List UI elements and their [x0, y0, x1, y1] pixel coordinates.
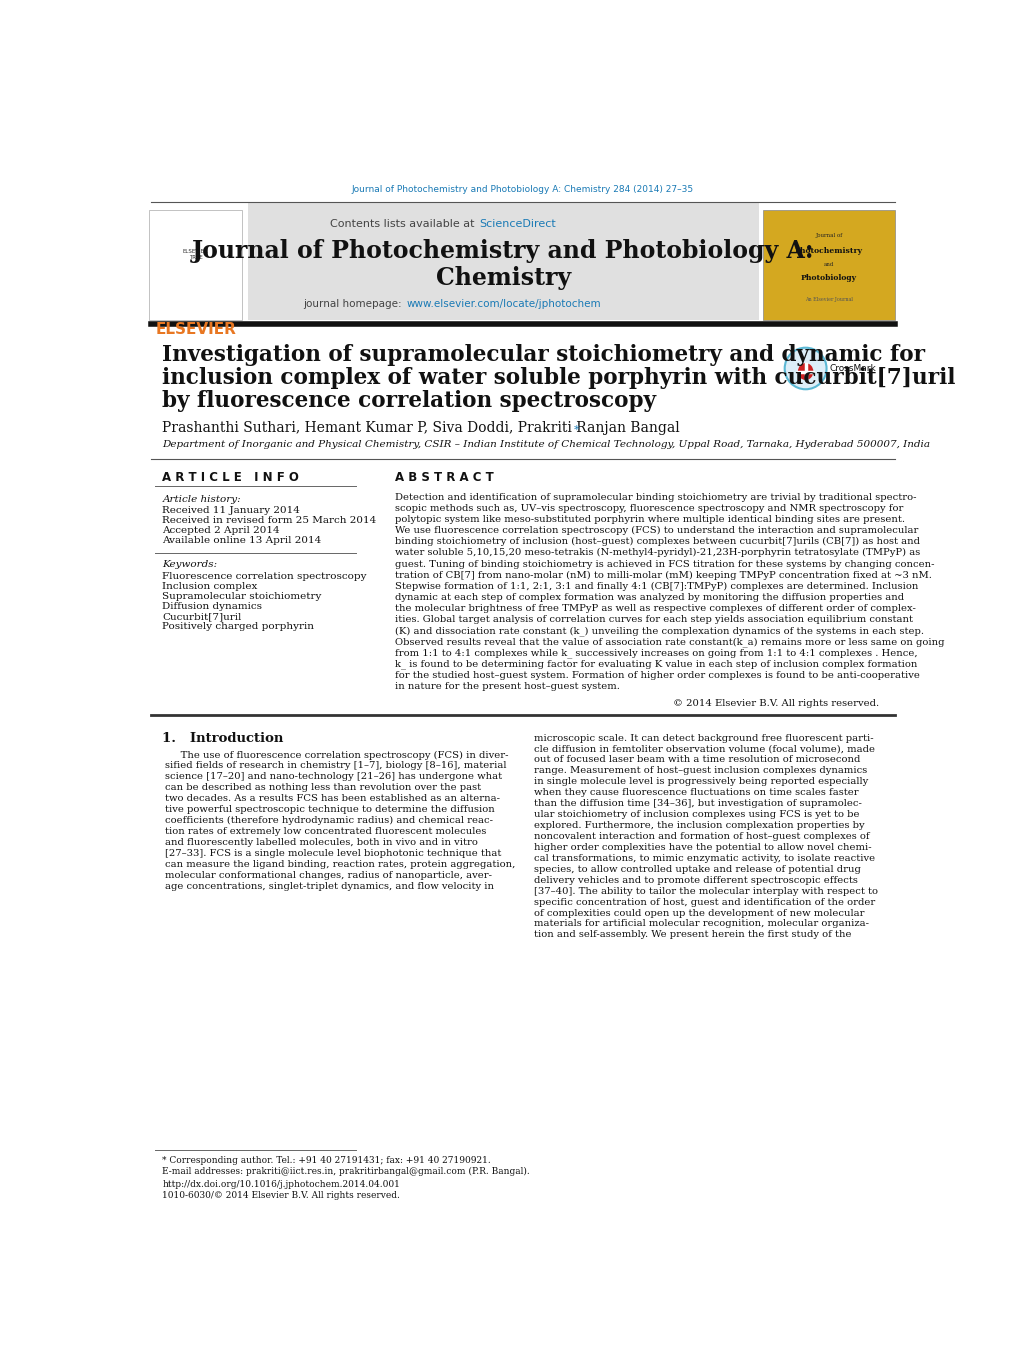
- Text: can measure the ligand binding, reaction rates, protein aggregation,: can measure the ligand binding, reaction…: [164, 859, 515, 869]
- Text: coefficients (therefore hydrodynamic radius) and chemical reac-: coefficients (therefore hydrodynamic rad…: [164, 816, 492, 825]
- Text: Photobiology: Photobiology: [800, 274, 856, 281]
- Text: polytopic system like meso-substituted porphyrin where multiple identical bindin: polytopic system like meso-substituted p…: [394, 515, 904, 524]
- Text: Department of Inorganic and Physical Chemistry, CSIR – Indian Institute of Chemi: Department of Inorganic and Physical Che…: [162, 440, 929, 450]
- Text: [27–33]. FCS is a single molecule level biophotonic technique that: [27–33]. FCS is a single molecule level …: [164, 848, 500, 858]
- Text: science [17–20] and nano-technology [21–26] has undergone what: science [17–20] and nano-technology [21–…: [164, 773, 501, 781]
- Text: 1010-6030/© 2014 Elsevier B.V. All rights reserved.: 1010-6030/© 2014 Elsevier B.V. All right…: [162, 1192, 399, 1200]
- Text: inclusion complex of water soluble porphyrin with cucurbit[7]uril: inclusion complex of water soluble porph…: [162, 366, 955, 389]
- Text: ular stoichiometry of inclusion complexes using FCS is yet to be: ular stoichiometry of inclusion complexe…: [534, 811, 859, 819]
- Text: Cucurbit[7]uril: Cucurbit[7]uril: [162, 612, 242, 621]
- Text: Investigation of supramolecular stoichiometry and dynamic for: Investigation of supramolecular stoichio…: [162, 343, 924, 366]
- Text: water soluble 5,10,15,20 meso-tetrakis (N-methyl4-pyridyl)-21,23H-porphyrin tetr: water soluble 5,10,15,20 meso-tetrakis (…: [394, 549, 919, 558]
- Text: www.elsevier.com/locate/jphotochem: www.elsevier.com/locate/jphotochem: [407, 299, 600, 309]
- Text: explored. Furthermore, the inclusion complexation properties by: explored. Furthermore, the inclusion com…: [534, 821, 864, 830]
- Text: and: and: [823, 262, 834, 267]
- Text: http://dx.doi.org/10.1016/j.jphotochem.2014.04.001: http://dx.doi.org/10.1016/j.jphotochem.2…: [162, 1181, 399, 1189]
- Text: ities. Global target analysis of correlation curves for each step yields associa: ities. Global target analysis of correla…: [394, 616, 912, 624]
- Text: A B S T R A C T: A B S T R A C T: [394, 471, 493, 484]
- Text: Journal of Photochemistry and Photobiology A:: Journal of Photochemistry and Photobiolo…: [192, 239, 814, 262]
- Text: Stepwise formation of 1:1, 2:1, 3:1 and finally 4:1 (CB[7]:TMPyP) complexes are : Stepwise formation of 1:1, 2:1, 3:1 and …: [394, 582, 917, 590]
- Text: *: *: [574, 424, 579, 435]
- Circle shape: [784, 347, 825, 389]
- Text: Received 11 January 2014: Received 11 January 2014: [162, 507, 300, 516]
- Text: Article history:: Article history:: [162, 494, 240, 504]
- Text: Keywords:: Keywords:: [162, 561, 217, 569]
- Text: (K) and dissociation rate constant (k_) unveiling the complexation dynamics of t: (K) and dissociation rate constant (k_) …: [394, 626, 923, 636]
- Bar: [762, 209, 894, 320]
- Text: materials for artificial molecular recognition, molecular organiza-: materials for artificial molecular recog…: [534, 920, 868, 928]
- Text: specific concentration of host, guest and identification of the order: specific concentration of host, guest an…: [534, 897, 874, 907]
- Text: ScienceDirect: ScienceDirect: [479, 219, 555, 228]
- Text: The use of fluorescence correlation spectroscopy (FCS) in diver-: The use of fluorescence correlation spec…: [164, 750, 507, 759]
- Text: A R T I C L E   I N F O: A R T I C L E I N F O: [162, 471, 299, 484]
- Text: in single molecule level is progressively being reported especially: in single molecule level is progressivel…: [534, 777, 868, 786]
- Text: range. Measurement of host–guest inclusion complexes dynamics: range. Measurement of host–guest inclusi…: [534, 766, 867, 775]
- Text: Detection and identification of supramolecular binding stoichiometry are trivial: Detection and identification of supramol…: [394, 493, 915, 501]
- Text: of complexities could open up the development of new molecular: of complexities could open up the develo…: [534, 908, 864, 917]
- Text: CrossMark: CrossMark: [828, 363, 875, 373]
- Text: Fluorescence correlation spectroscopy: Fluorescence correlation spectroscopy: [162, 571, 367, 581]
- Bar: [248, 203, 758, 320]
- Text: tration of CB[7] from nano-molar (nM) to milli-molar (mM) keeping TMPyP concentr: tration of CB[7] from nano-molar (nM) to…: [394, 570, 930, 580]
- Text: scopic methods such as, UV–vis spectroscopy, fluorescence spectroscopy and NMR s: scopic methods such as, UV–vis spectrosc…: [394, 504, 903, 513]
- Text: for the studied host–guest system. Formation of higher order complexes is found : for the studied host–guest system. Forma…: [394, 671, 919, 680]
- Text: Diffusion dynamics: Diffusion dynamics: [162, 603, 262, 611]
- Text: Chemistry: Chemistry: [435, 266, 571, 289]
- Text: tion and self-assembly. We present herein the first study of the: tion and self-assembly. We present herei…: [534, 931, 851, 939]
- Text: than the diffusion time [34–36], but investigation of supramolec-: than the diffusion time [34–36], but inv…: [534, 800, 861, 808]
- Text: Received in revised form 25 March 2014: Received in revised form 25 March 2014: [162, 516, 376, 526]
- Text: We use fluorescence correlation spectroscopy (FCS) to understand the interaction: We use fluorescence correlation spectros…: [394, 526, 917, 535]
- Text: from 1:1 to 4:1 complexes while k_ successively increases on going from 1:1 to 4: from 1:1 to 4:1 complexes while k_ succe…: [394, 648, 917, 658]
- Text: tive powerful spectroscopic technique to determine the diffusion: tive powerful spectroscopic technique to…: [164, 805, 494, 815]
- Text: binding stoichiometry of inclusion (host–guest) complexes between cucurbit[7]uri: binding stoichiometry of inclusion (host…: [394, 538, 919, 546]
- Text: k_ is found to be determining factor for evaluating K value in each step of incl: k_ is found to be determining factor for…: [394, 659, 916, 669]
- Text: delivery vehicles and to promote different spectroscopic effects: delivery vehicles and to promote differe…: [534, 875, 857, 885]
- Text: the molecular brightness of free TMPyP as well as respective complexes of differ: the molecular brightness of free TMPyP a…: [394, 604, 915, 613]
- Text: Photochemistry: Photochemistry: [794, 247, 862, 255]
- Text: cal transformations, to mimic enzymatic activity, to isolate reactive: cal transformations, to mimic enzymatic …: [534, 854, 874, 863]
- Text: guest. Tuning of binding stoichiometry is achieved in FCS titration for these sy: guest. Tuning of binding stoichiometry i…: [394, 559, 933, 569]
- Text: * Corresponding author. Tel.: +91 40 27191431; fax: +91 40 27190921.: * Corresponding author. Tel.: +91 40 271…: [162, 1156, 490, 1166]
- Text: molecular conformational changes, radius of nanoparticle, aver-: molecular conformational changes, radius…: [164, 871, 491, 880]
- Text: and fluorescently labelled molecules, both in vivo and in vitro: and fluorescently labelled molecules, bo…: [164, 838, 477, 847]
- Text: Observed results reveal that the value of association rate constant(k_a) remains: Observed results reveal that the value o…: [394, 638, 944, 647]
- Text: Journal of Photochemistry and Photobiology A: Chemistry 284 (2014) 27–35: Journal of Photochemistry and Photobiolo…: [352, 185, 693, 193]
- Text: Inclusion complex: Inclusion complex: [162, 582, 258, 590]
- Text: tion rates of extremely low concentrated fluorescent molecules: tion rates of extremely low concentrated…: [164, 827, 486, 836]
- Text: Contents lists available at: Contents lists available at: [329, 219, 477, 228]
- Text: Supramolecular stoichiometry: Supramolecular stoichiometry: [162, 592, 321, 601]
- Text: An Elsevier Journal: An Elsevier Journal: [804, 297, 852, 301]
- Text: by fluorescence correlation spectroscopy: by fluorescence correlation spectroscopy: [162, 390, 656, 412]
- Text: ELSEVIER: ELSEVIER: [155, 323, 236, 338]
- Text: Positively charged porphyrin: Positively charged porphyrin: [162, 621, 314, 631]
- Text: 1.   Introduction: 1. Introduction: [162, 732, 283, 744]
- Text: dynamic at each step of complex formation was analyzed by monitoring the diffusi: dynamic at each step of complex formatio…: [394, 593, 903, 603]
- Text: noncovalent interaction and formation of host–guest complexes of: noncovalent interaction and formation of…: [534, 832, 869, 840]
- Text: age concentrations, singlet-triplet dynamics, and flow velocity in: age concentrations, singlet-triplet dyna…: [164, 882, 493, 890]
- Text: two decades. As a results FCS has been established as an alterna-: two decades. As a results FCS has been e…: [164, 794, 499, 804]
- Text: can be described as nothing less than revolution over the past: can be described as nothing less than re…: [164, 784, 480, 792]
- Text: when they cause fluorescence fluctuations on time scales faster: when they cause fluorescence fluctuation…: [534, 788, 858, 797]
- Text: sified fields of research in chemistry [1–7], biology [8–16], material: sified fields of research in chemistry […: [164, 762, 505, 770]
- Text: Accepted 2 April 2014: Accepted 2 April 2014: [162, 527, 280, 535]
- Text: in nature for the present host–guest system.: in nature for the present host–guest sys…: [394, 682, 620, 692]
- Text: Prashanthi Suthari, Hemant Kumar P, Siva Doddi, Prakriti Ranjan Bangal: Prashanthi Suthari, Hemant Kumar P, Siva…: [162, 420, 680, 435]
- Text: © 2014 Elsevier B.V. All rights reserved.: © 2014 Elsevier B.V. All rights reserved…: [673, 698, 878, 708]
- Text: E-mail addresses: prakriti@iict.res.in, prakritirbangal@gmail.com (P.R. Bangal).: E-mail addresses: prakriti@iict.res.in, …: [162, 1167, 530, 1177]
- Text: species, to allow controlled uptake and release of potential drug: species, to allow controlled uptake and …: [534, 865, 860, 874]
- Bar: [149, 209, 242, 320]
- Text: [37–40]. The ability to tailor the molecular interplay with respect to: [37–40]. The ability to tailor the molec…: [534, 886, 877, 896]
- Text: journal homepage:: journal homepage:: [303, 299, 405, 309]
- Text: ELSEVIER
TREE: ELSEVIER TREE: [182, 249, 208, 259]
- Text: higher order complexities have the potential to allow novel chemi-: higher order complexities have the poten…: [534, 843, 871, 852]
- Text: cle diffusion in femtoliter observation volume (focal volume), made: cle diffusion in femtoliter observation …: [534, 744, 874, 754]
- Ellipse shape: [797, 363, 812, 380]
- Text: out of focused laser beam with a time resolution of microsecond: out of focused laser beam with a time re…: [534, 755, 860, 765]
- Text: Available online 13 April 2014: Available online 13 April 2014: [162, 536, 321, 546]
- Text: microscopic scale. It can detect background free fluorescent parti-: microscopic scale. It can detect backgro…: [534, 734, 873, 743]
- Text: Journal of: Journal of: [814, 232, 842, 238]
